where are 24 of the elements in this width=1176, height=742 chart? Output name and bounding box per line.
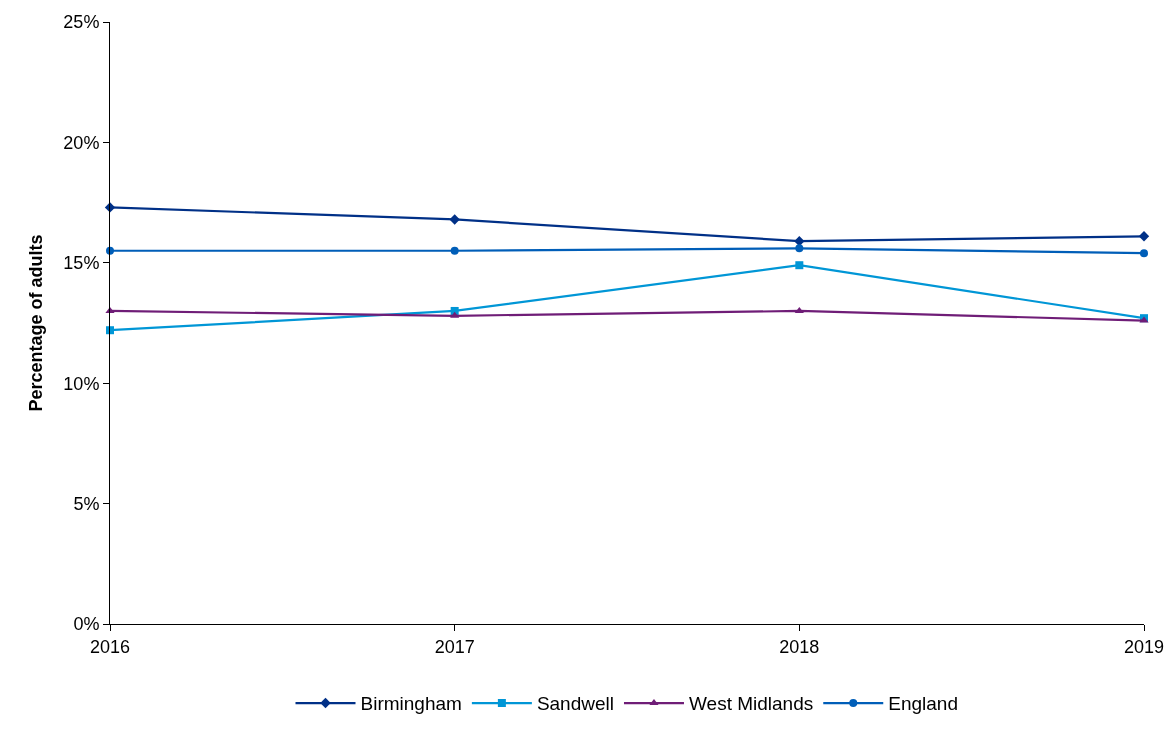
point — [795, 261, 804, 270]
point — [450, 246, 459, 255]
point — [450, 311, 460, 318]
y-tick-label: 25% — [63, 12, 100, 33]
point — [106, 246, 114, 255]
y-axis-title: Percentage of adults — [25, 234, 46, 412]
y-tick-label: 10% — [63, 373, 100, 394]
legend-label: West Midlands — [688, 693, 814, 715]
point — [449, 214, 460, 225]
y-tick-label: 15% — [63, 253, 100, 274]
x-tick-label: 2017 — [434, 636, 475, 657]
point — [794, 306, 804, 313]
legend-label: England — [888, 693, 958, 715]
point — [795, 244, 804, 253]
point — [1138, 231, 1150, 242]
y-tick-label: 0% — [73, 614, 100, 635]
y-tick-label: 5% — [73, 493, 100, 514]
x-tick-label: 2019 — [1123, 636, 1165, 657]
y-tick-label: 20% — [63, 132, 100, 153]
x-tick-label: 2016 — [89, 636, 131, 657]
x-tick-label: 2018 — [779, 636, 820, 657]
point — [1140, 249, 1148, 258]
legend-label: Birmingham — [360, 693, 462, 715]
legend-label: Sandwell — [536, 693, 614, 715]
